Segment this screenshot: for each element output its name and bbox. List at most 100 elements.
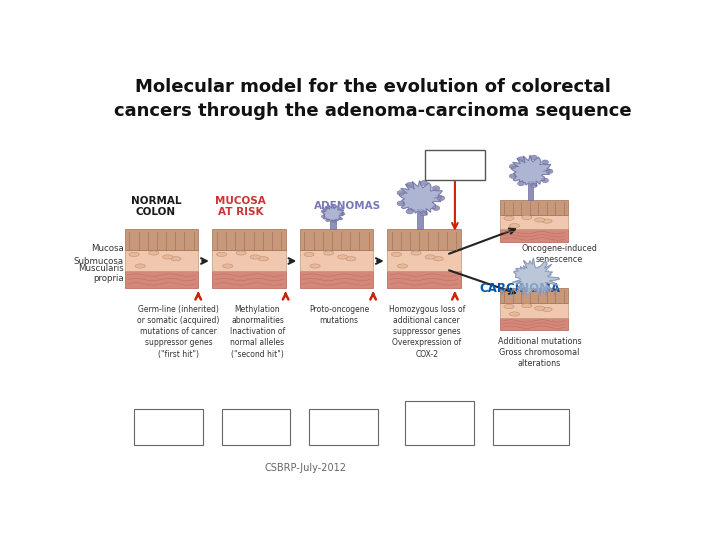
Text: Oncogene-induced
senescence: Oncogene-induced senescence [521, 244, 597, 264]
Bar [125, 271, 198, 288]
Ellipse shape [406, 209, 414, 214]
Bar [417, 209, 423, 229]
Ellipse shape [129, 252, 139, 257]
Ellipse shape [510, 312, 520, 316]
Bar [300, 271, 373, 288]
Ellipse shape [397, 264, 408, 268]
Text: Mucosa: Mucosa [91, 244, 124, 253]
Ellipse shape [236, 251, 246, 255]
Ellipse shape [510, 224, 520, 228]
Ellipse shape [420, 211, 427, 216]
Ellipse shape [432, 206, 440, 211]
Ellipse shape [258, 257, 269, 261]
Ellipse shape [135, 264, 146, 268]
Text: CSBRP-July-2012: CSBRP-July-2012 [264, 464, 347, 473]
Text: APC at 5q21: APC at 5q21 [143, 423, 194, 431]
Bar [125, 229, 198, 250]
Ellipse shape [333, 220, 336, 223]
Text: Wild-type
p53: Wild-type p53 [433, 156, 476, 175]
Bar [330, 219, 336, 229]
Ellipse shape [542, 178, 548, 183]
Ellipse shape [522, 215, 532, 219]
Bar [387, 229, 461, 250]
Text: K-RAS
at 12p12: K-RAS at 12p12 [325, 417, 363, 437]
Bar [213, 229, 285, 250]
Text: Muscularis
propria: Muscularis propria [78, 264, 124, 283]
Ellipse shape [531, 155, 537, 159]
Ellipse shape [433, 257, 443, 261]
Ellipse shape [323, 251, 333, 255]
Bar [500, 215, 568, 229]
Bar [500, 288, 568, 303]
Ellipse shape [325, 206, 330, 209]
Ellipse shape [163, 255, 173, 259]
Ellipse shape [223, 264, 233, 268]
Text: Germ-line (inherited)
or somatic (acquired)
mutations of cancer
suppressor genes: Germ-line (inherited) or somatic (acquir… [138, 305, 220, 359]
Ellipse shape [542, 307, 552, 311]
Text: CARCINOMA: CARCINOMA [479, 282, 561, 295]
Ellipse shape [310, 264, 320, 268]
Ellipse shape [250, 255, 261, 259]
Ellipse shape [542, 160, 548, 164]
Ellipse shape [338, 255, 348, 259]
Text: ADENOMAS: ADENOMAS [314, 201, 381, 211]
Ellipse shape [504, 216, 514, 221]
Ellipse shape [420, 181, 427, 186]
Bar [300, 250, 373, 271]
Ellipse shape [346, 257, 356, 261]
FancyBboxPatch shape [405, 401, 473, 445]
Text: NORMAL
COLON: NORMAL COLON [130, 195, 181, 217]
FancyBboxPatch shape [425, 151, 485, 180]
Ellipse shape [397, 191, 405, 195]
Ellipse shape [339, 207, 343, 210]
Ellipse shape [504, 305, 514, 308]
Bar [125, 250, 198, 271]
Ellipse shape [333, 205, 336, 207]
Text: Additional mutations
Gross chromosomal
alterations: Additional mutations Gross chromosomal a… [498, 337, 582, 368]
Ellipse shape [425, 255, 435, 259]
Ellipse shape [149, 251, 159, 255]
Text: Homozygous loss of
additional cancer
suppressor genes
Overexpression of
COX-2: Homozygous loss of additional cancer sup… [389, 305, 465, 359]
Bar [213, 250, 285, 271]
Ellipse shape [509, 164, 516, 169]
Ellipse shape [397, 201, 405, 206]
Bar [387, 271, 461, 288]
Text: APC
β-catenin: APC β-catenin [237, 417, 276, 437]
Ellipse shape [406, 182, 414, 187]
Ellipse shape [518, 157, 524, 161]
Bar [500, 318, 568, 330]
Polygon shape [400, 181, 442, 215]
Ellipse shape [411, 251, 422, 255]
Text: Molecular model for the evolution of colorectal
cancers through the adenoma-carc: Molecular model for the evolution of col… [114, 78, 632, 120]
Ellipse shape [522, 304, 532, 308]
Text: Telomerase
Many other genes: Telomerase Many other genes [494, 417, 569, 437]
Bar [528, 181, 533, 200]
Ellipse shape [437, 195, 445, 200]
Ellipse shape [321, 215, 325, 218]
FancyBboxPatch shape [309, 409, 378, 445]
Ellipse shape [542, 219, 552, 223]
Text: p53 at 17p13
LOH at 18q21
(SMAD 2 and 4): p53 at 17p13 LOH at 18q21 (SMAD 2 and 4) [406, 408, 472, 438]
Ellipse shape [518, 181, 524, 186]
Ellipse shape [171, 257, 181, 261]
Polygon shape [511, 155, 551, 187]
FancyBboxPatch shape [222, 409, 290, 445]
Ellipse shape [321, 210, 325, 212]
Ellipse shape [534, 218, 545, 222]
Ellipse shape [531, 183, 537, 187]
Ellipse shape [534, 306, 545, 310]
Bar [213, 271, 285, 288]
Text: Proto-oncogene
mutations: Proto-oncogene mutations [309, 305, 369, 325]
Polygon shape [513, 258, 559, 295]
Polygon shape [323, 205, 344, 222]
Text: Methylation
abnormalities
Inactivation of
normal alleles
("second hit"): Methylation abnormalities Inactivation o… [230, 305, 285, 359]
Ellipse shape [509, 174, 516, 179]
FancyBboxPatch shape [135, 409, 202, 445]
Text: MUCOSA
AT RISK: MUCOSA AT RISK [215, 195, 266, 217]
Ellipse shape [304, 252, 314, 257]
FancyBboxPatch shape [493, 409, 569, 445]
Bar [500, 200, 568, 215]
Ellipse shape [339, 217, 343, 220]
Bar [500, 303, 568, 318]
Ellipse shape [325, 219, 330, 222]
